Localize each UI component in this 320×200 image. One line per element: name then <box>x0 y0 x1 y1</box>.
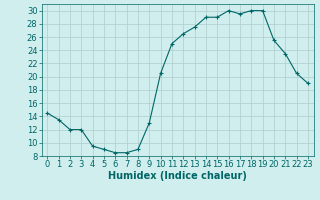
X-axis label: Humidex (Indice chaleur): Humidex (Indice chaleur) <box>108 171 247 181</box>
